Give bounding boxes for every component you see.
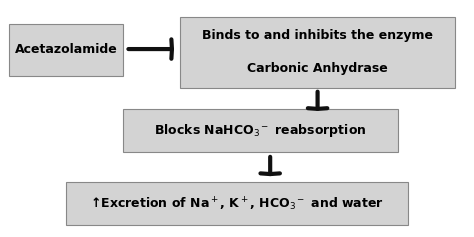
Text: ↑Excretion of Na$^+$, K$^+$, HCO$_3$$^-$ and water: ↑Excretion of Na$^+$, K$^+$, HCO$_3$$^-$… xyxy=(90,195,384,213)
FancyBboxPatch shape xyxy=(123,109,398,152)
Text: Carbonic Anhydrase: Carbonic Anhydrase xyxy=(247,62,388,75)
FancyBboxPatch shape xyxy=(66,182,408,225)
FancyBboxPatch shape xyxy=(9,24,123,76)
Text: Acetazolamide: Acetazolamide xyxy=(15,43,118,56)
Text: Blocks NaHCO$_3$$^-$ reabsorption: Blocks NaHCO$_3$$^-$ reabsorption xyxy=(155,122,367,139)
FancyBboxPatch shape xyxy=(180,17,455,88)
Text: Binds to and inhibits the enzyme: Binds to and inhibits the enzyme xyxy=(202,29,433,42)
